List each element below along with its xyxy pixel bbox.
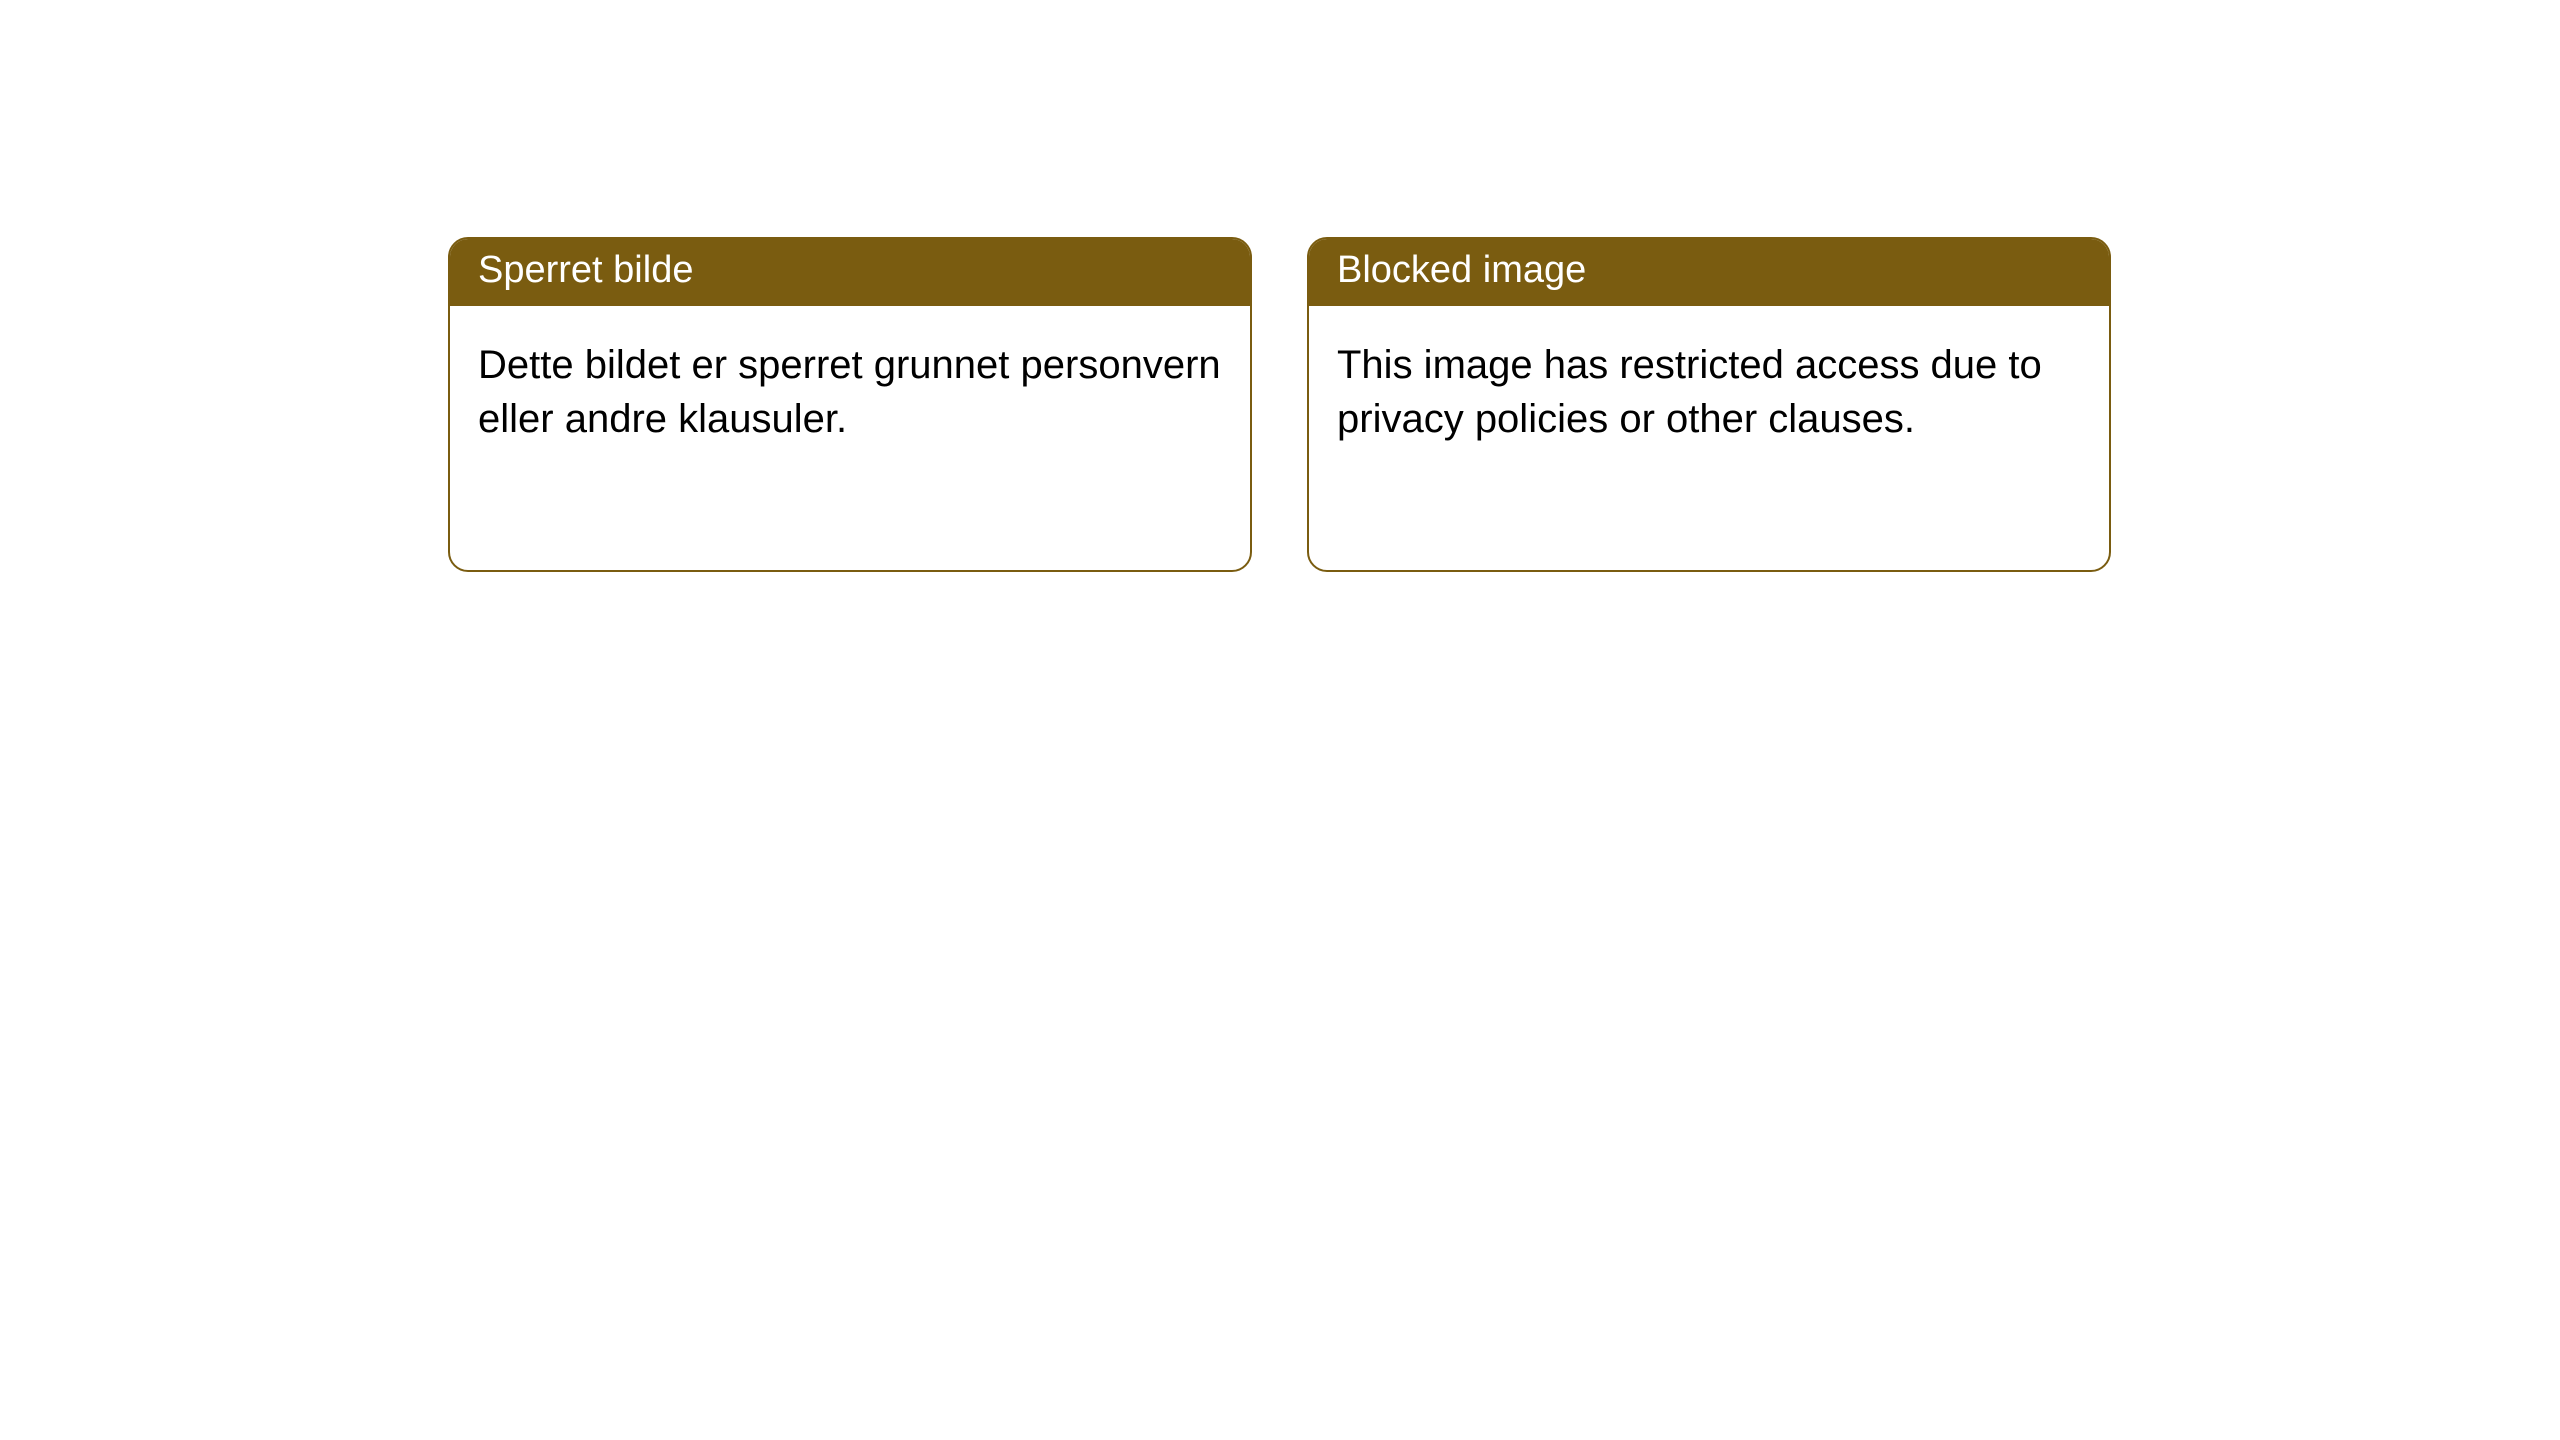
notice-title-no: Sperret bilde: [450, 239, 1250, 306]
notice-body-en: This image has restricted access due to …: [1309, 306, 2109, 478]
notice-title-en: Blocked image: [1309, 239, 2109, 306]
notice-cards-container: Sperret bilde Dette bildet er sperret gr…: [0, 0, 2560, 572]
notice-body-no: Dette bildet er sperret grunnet personve…: [450, 306, 1250, 478]
notice-card-no: Sperret bilde Dette bildet er sperret gr…: [448, 237, 1252, 572]
notice-card-en: Blocked image This image has restricted …: [1307, 237, 2111, 572]
